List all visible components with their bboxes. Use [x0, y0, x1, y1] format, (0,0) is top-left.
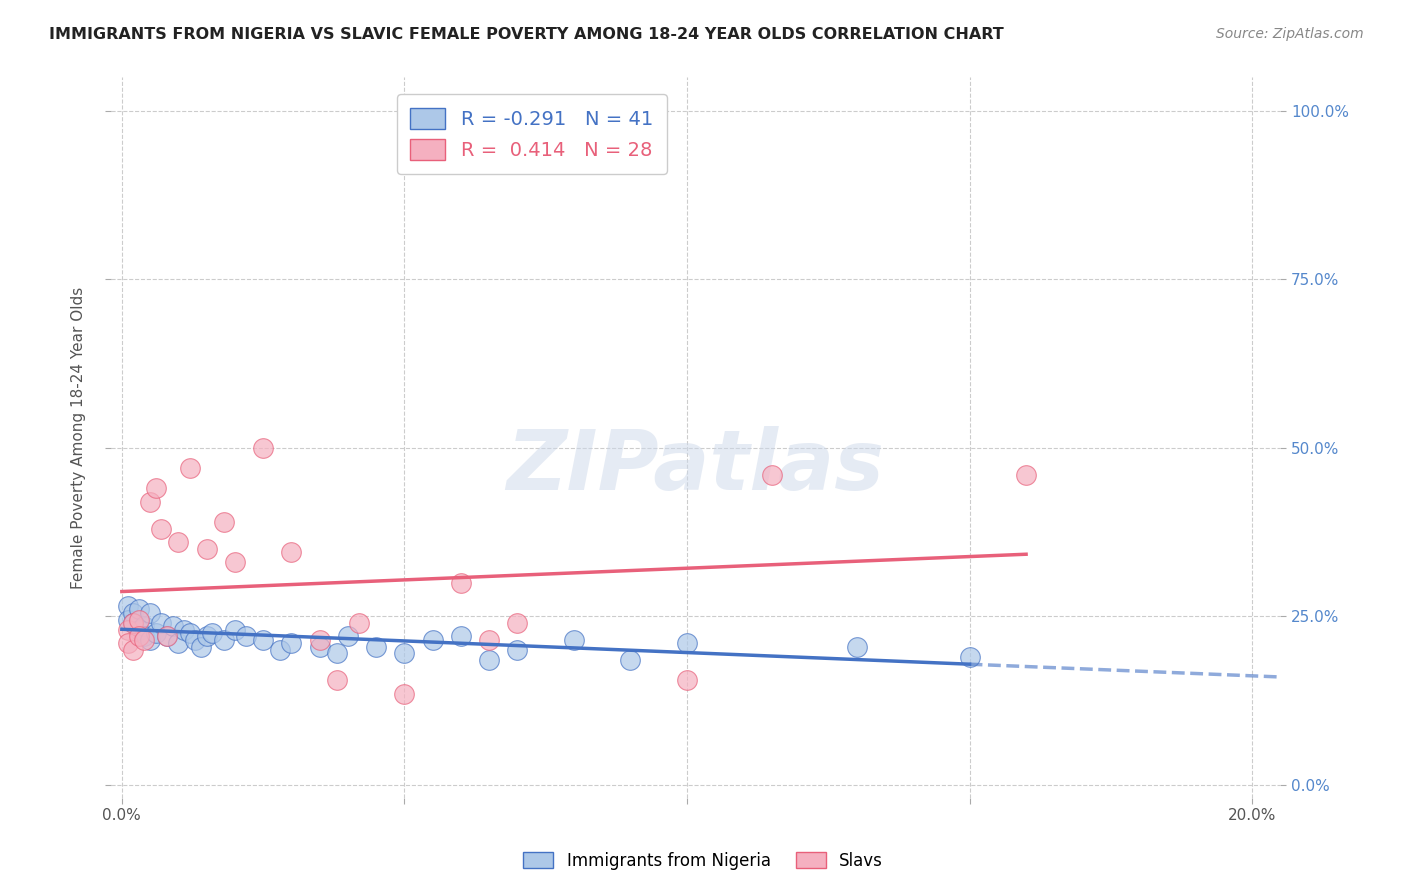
Point — [347, 615, 370, 630]
Point — [336, 629, 359, 643]
Point — [117, 636, 139, 650]
Point — [308, 632, 330, 647]
Point — [122, 606, 145, 620]
Point — [122, 615, 145, 630]
Point — [212, 515, 235, 529]
Point — [190, 640, 212, 654]
Point — [478, 632, 501, 647]
Y-axis label: Female Poverty Among 18-24 Year Olds: Female Poverty Among 18-24 Year Olds — [72, 286, 86, 589]
Point — [162, 619, 184, 633]
Point — [676, 673, 699, 688]
Point — [122, 643, 145, 657]
Legend: R = -0.291   N = 41, R =  0.414   N = 28: R = -0.291 N = 41, R = 0.414 N = 28 — [396, 95, 666, 174]
Point — [235, 629, 257, 643]
Point — [134, 629, 156, 643]
Point — [139, 494, 162, 508]
Point — [280, 636, 302, 650]
Point — [394, 687, 416, 701]
Point — [139, 632, 162, 647]
Point — [619, 653, 641, 667]
Point — [269, 643, 291, 657]
Legend: Immigrants from Nigeria, Slavs: Immigrants from Nigeria, Slavs — [516, 846, 890, 877]
Point — [128, 623, 150, 637]
Point — [145, 626, 167, 640]
Point — [450, 629, 472, 643]
Point — [117, 623, 139, 637]
Point — [1015, 467, 1038, 482]
Point — [201, 626, 224, 640]
Text: Source: ZipAtlas.com: Source: ZipAtlas.com — [1216, 27, 1364, 41]
Point — [134, 632, 156, 647]
Point — [167, 535, 190, 549]
Point — [366, 640, 388, 654]
Point — [173, 623, 195, 637]
Point — [224, 555, 246, 569]
Point — [195, 541, 218, 556]
Point — [134, 619, 156, 633]
Point — [122, 615, 145, 630]
Point — [117, 613, 139, 627]
Point — [150, 522, 173, 536]
Point — [195, 629, 218, 643]
Point — [212, 632, 235, 647]
Point — [761, 467, 783, 482]
Point — [562, 632, 585, 647]
Point — [506, 615, 529, 630]
Point — [450, 575, 472, 590]
Point — [676, 636, 699, 650]
Point — [184, 632, 207, 647]
Point — [394, 646, 416, 660]
Point — [156, 629, 179, 643]
Point — [139, 606, 162, 620]
Point — [117, 599, 139, 614]
Point — [422, 632, 444, 647]
Point — [252, 441, 274, 455]
Point — [179, 461, 201, 475]
Point — [128, 602, 150, 616]
Point — [280, 545, 302, 559]
Point — [325, 646, 347, 660]
Point — [167, 636, 190, 650]
Text: IMMIGRANTS FROM NIGERIA VS SLAVIC FEMALE POVERTY AMONG 18-24 YEAR OLDS CORRELATI: IMMIGRANTS FROM NIGERIA VS SLAVIC FEMALE… — [49, 27, 1004, 42]
Point — [156, 629, 179, 643]
Point — [128, 629, 150, 643]
Text: ZIPatlas: ZIPatlas — [506, 426, 884, 507]
Point — [150, 615, 173, 630]
Point — [845, 640, 868, 654]
Point — [325, 673, 347, 688]
Point — [478, 653, 501, 667]
Point — [506, 643, 529, 657]
Point — [224, 623, 246, 637]
Point — [959, 649, 981, 664]
Point — [308, 640, 330, 654]
Point — [179, 626, 201, 640]
Point — [252, 632, 274, 647]
Point — [128, 613, 150, 627]
Point — [145, 481, 167, 495]
